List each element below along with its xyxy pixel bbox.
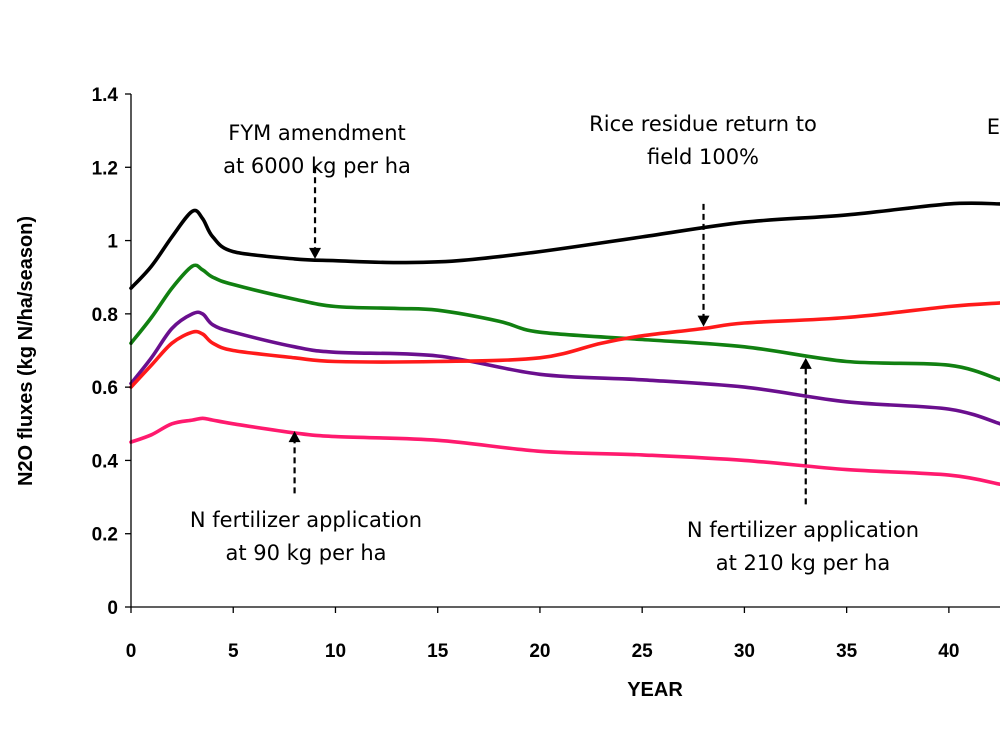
- x-tick-label: 30: [734, 641, 755, 662]
- y-tick-label: 1.2: [92, 158, 118, 179]
- arrow-head-icon: [288, 431, 301, 443]
- x-tick-label: 40: [938, 641, 959, 662]
- annotation-text: FYM amendment: [228, 121, 406, 145]
- annotation-text: at 6000 kg per ha: [223, 154, 411, 178]
- y-tick-label: 1.4: [92, 85, 119, 106]
- series-line-4: [129, 301, 1000, 389]
- x-axis-title: YEAR: [627, 679, 683, 701]
- x-tick-label: 35: [836, 641, 858, 662]
- arrow-head-icon: [697, 315, 710, 327]
- annotation-text: at 210 kg per ha: [716, 551, 890, 575]
- x-tick-label: 5: [228, 641, 239, 662]
- y-tick-label: 1: [107, 232, 118, 253]
- series-layer: [129, 201, 1000, 486]
- annotation-layer: FYM amendment at 6000 kg per ha Rice resid…: [190, 112, 1000, 575]
- series-line-1: [129, 201, 1000, 290]
- annotation-text: Rice residue return to: [589, 112, 817, 136]
- arrow-head-icon: [799, 357, 812, 369]
- arrow-head-icon: [309, 247, 322, 259]
- annotation-text: N fertilizer application: [190, 508, 422, 532]
- x-tick-label: 20: [529, 641, 550, 662]
- annotation-text: N fertilizer application: [687, 518, 919, 542]
- y-tick-label: 0.6: [92, 378, 118, 399]
- y-tick-label: 0.8: [92, 305, 118, 326]
- y-tick-label: 0: [107, 598, 118, 619]
- series-line-2: [129, 263, 1000, 382]
- y-axis-title: N2O fluxes (kg N/ha/season): [15, 216, 37, 486]
- series-line-5: [129, 416, 1000, 486]
- series-line-3: [129, 310, 1000, 426]
- x-tick-label: 15: [427, 641, 449, 662]
- annotation-text: at 90 kg per ha: [225, 541, 386, 565]
- x-tick-label: 25: [632, 641, 654, 662]
- axes-layer: 0 0.2 0.4 0.6 0.8 1 1.2 1.4 0 5 10 15 20 25 30 35 40: [92, 85, 1000, 662]
- y-tick-label: 0.4: [92, 451, 119, 472]
- x-tick-label: 10: [325, 641, 346, 662]
- annotation-text: E: [987, 115, 1000, 139]
- x-tick-label: 0: [126, 641, 137, 662]
- y-tick-label: 0.2: [92, 525, 118, 546]
- annotation-text: field 100%: [647, 145, 759, 169]
